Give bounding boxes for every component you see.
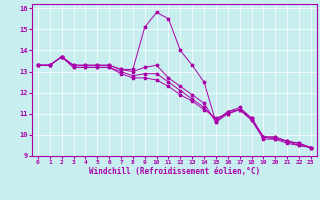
X-axis label: Windchill (Refroidissement éolien,°C): Windchill (Refroidissement éolien,°C)	[89, 167, 260, 176]
